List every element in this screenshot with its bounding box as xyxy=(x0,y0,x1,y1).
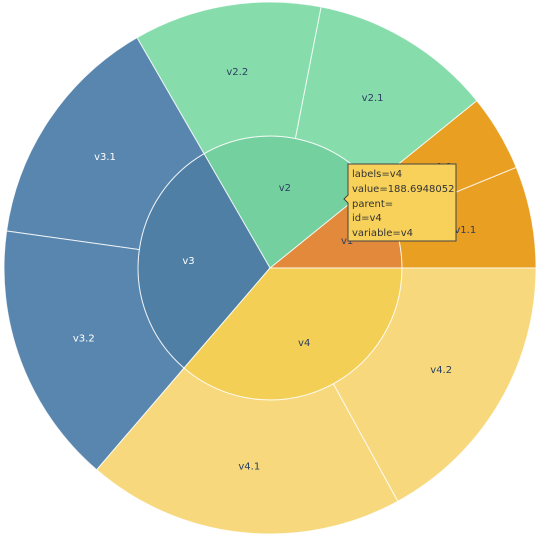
label-v2: v2 xyxy=(279,183,291,194)
label-v1-1: v1.1 xyxy=(454,225,476,236)
sunburst-slices xyxy=(3,1,537,535)
label-v1: v1 xyxy=(341,236,353,247)
tooltip-box xyxy=(343,163,457,242)
tooltip-line-id: id=v4 xyxy=(352,213,382,224)
label-v3-1: v3.1 xyxy=(94,152,116,163)
label-v2-1: v2.1 xyxy=(362,93,384,104)
tooltip-line-parent: parent= xyxy=(352,199,393,210)
tooltip-line-value: value=188.6948052 xyxy=(352,184,455,195)
label-v4-1: v4.1 xyxy=(238,461,260,472)
tooltip-line-labels: labels=v4 xyxy=(352,169,402,180)
slice-v4-2[interactable] xyxy=(332,267,537,502)
label-v3-2: v3.2 xyxy=(73,334,95,345)
slice-v4-1[interactable] xyxy=(95,367,399,535)
label-v4: v4 xyxy=(298,338,310,349)
slice-v2-2[interactable] xyxy=(136,1,322,155)
hover-tooltip: labels=v4 value=188.6948052 parent= id=v… xyxy=(343,163,457,242)
slice-v3-2[interactable] xyxy=(3,230,185,471)
label-v2-2: v2.2 xyxy=(226,67,248,78)
slice-v2-1[interactable] xyxy=(294,6,478,186)
label-v3: v3 xyxy=(182,256,194,267)
tooltip-line-variable: variable=v4 xyxy=(352,228,413,239)
label-v4-2: v4.2 xyxy=(430,365,452,376)
slice-v3-1[interactable] xyxy=(6,36,205,251)
